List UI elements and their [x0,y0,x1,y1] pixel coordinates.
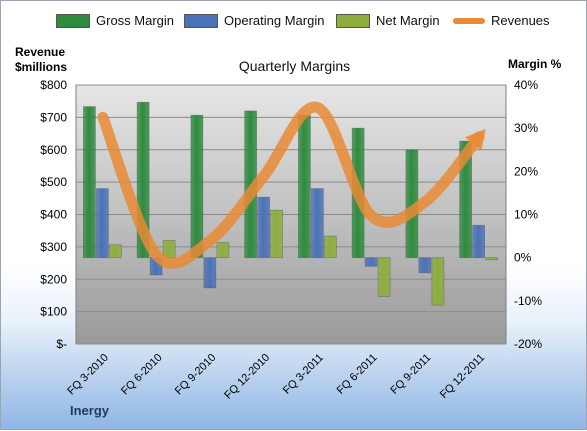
bar [203,257,217,289]
bar [431,257,445,306]
category-label: FQ 12-2011 [438,352,487,401]
bar [270,209,284,259]
bar [162,239,176,259]
legend-item: Revenues [453,13,550,28]
legend-swatch [56,13,90,28]
right-tick-label: -10% [514,294,542,308]
left-axis-title-line1: Revenue [15,45,66,59]
left-tick-label: $- [56,337,67,351]
legend-label: Net Margin [376,13,440,28]
bar [216,242,230,259]
bar [297,114,311,259]
left-tick-label: $400 [40,208,67,222]
bar [459,140,473,259]
left-tick-label: $700 [40,110,67,124]
category-label: FQ 3-2010 [65,352,111,398]
right-tick-label: -20% [514,337,542,351]
legend-item: Net Margin [336,13,440,28]
legend-swatch [184,13,218,28]
bar [108,244,122,259]
left-axis-title-line2: $millions [15,60,68,74]
right-tick-label: 30% [514,121,538,135]
left-tick-label: $100 [40,305,67,319]
right-tick-label: 10% [514,208,538,222]
legend-swatch [336,13,370,28]
bar [472,224,486,259]
left-tick-label: $500 [40,175,67,189]
bar [485,257,499,261]
category-label: FQ 6-2011 [335,352,380,397]
legend-swatch [453,17,485,24]
left-tick-label: $800 [40,78,67,92]
bar [257,196,271,259]
right-axis-title: Margin % [508,57,562,71]
revenue-line [97,101,485,269]
category-label: FQ 12-2010 [222,352,272,402]
category-label: FQ 6-2010 [119,352,165,398]
right-tick-label: 40% [514,78,538,92]
bar [95,188,109,259]
legend: Gross Margin Operating Margin Net Margin Re… [1,13,587,35]
bar [377,257,391,297]
bar [364,257,378,267]
left-tick-label: $300 [40,240,67,254]
right-tick-label: 0% [514,251,532,265]
revenue-arrowhead [465,129,486,151]
left-tick-label: $600 [40,143,67,157]
legend-item: Operating Margin [184,13,324,28]
footer-label: Inergy [70,403,110,418]
legend-label: Gross Margin [96,13,175,28]
legend-item: Gross Margin [56,13,174,28]
chart-title: Quarterly Margins [238,58,351,74]
bar [190,114,204,259]
bar [82,106,96,259]
left-axis-title: Revenue $millions [15,45,67,75]
bar [310,188,324,259]
left-tick-label: $200 [40,272,67,286]
category-label: FQ 9-2011 [388,352,433,397]
category-label: FQ 9-2010 [173,352,219,398]
legend-label: Revenues [491,13,550,28]
bar [323,235,337,259]
right-tick-label: 20% [514,164,538,178]
category-label: FQ 3-2011 [281,352,326,397]
bar [418,257,432,274]
legend-label: Operating Margin [224,13,325,28]
